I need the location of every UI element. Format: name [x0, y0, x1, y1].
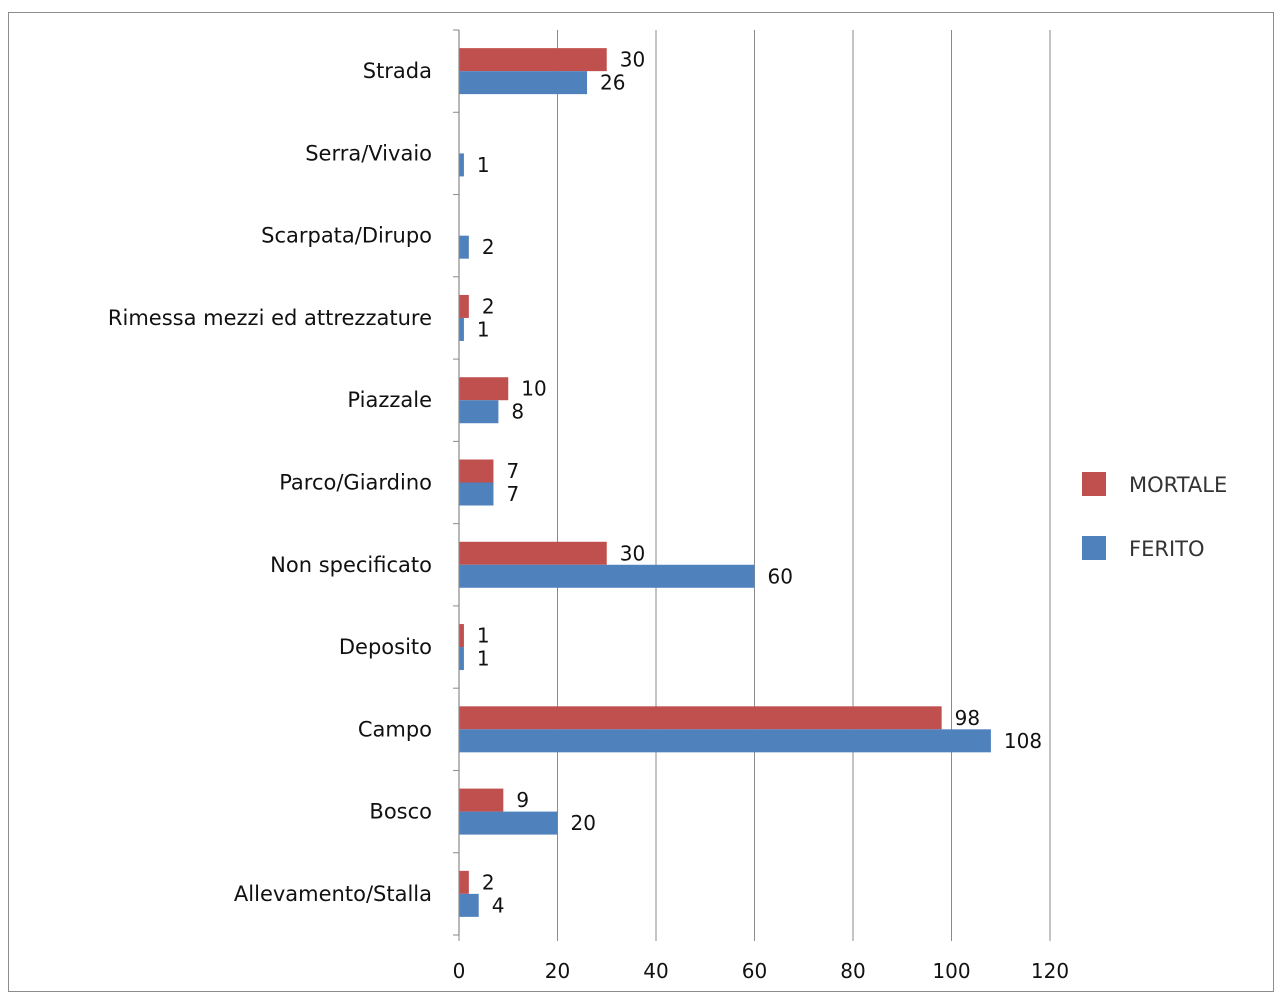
data-label: 108 — [1004, 729, 1042, 753]
data-label: 8 — [511, 400, 524, 424]
bar-mortale — [459, 706, 942, 730]
bar-mortale — [459, 624, 464, 648]
bar-mortale — [459, 294, 469, 318]
bar-ferito — [459, 482, 494, 506]
x-tick-label: 40 — [643, 959, 668, 979]
axes — [453, 29, 1051, 941]
bar-ferito — [459, 153, 464, 177]
bar-mortale — [459, 541, 607, 565]
category-label: Serra/Vivaio — [305, 141, 432, 165]
bar-ferito — [459, 729, 991, 753]
category-label: Rimessa mezzi ed attrezzature — [108, 306, 432, 330]
bar-mortale — [459, 870, 469, 894]
data-label: 9 — [516, 788, 529, 812]
legend-label-ferito: FERITO — [1129, 537, 1205, 561]
bars — [459, 48, 991, 917]
category-label: Parco/Giardino — [279, 471, 432, 495]
category-label: Deposito — [339, 635, 432, 659]
data-label: 7 — [506, 459, 519, 483]
x-tick-label: 80 — [840, 959, 865, 979]
bar-mortale — [459, 48, 607, 72]
category-label: Strada — [363, 59, 432, 83]
bar-ferito — [459, 564, 755, 588]
category-label: Allevamento/Stalla — [234, 882, 432, 906]
data-label: 1 — [477, 317, 490, 341]
x-tick-label: 120 — [1031, 959, 1069, 979]
bar-ferito — [459, 317, 464, 341]
legend-swatch-mortale — [1082, 472, 1106, 496]
x-tick-label: 100 — [932, 959, 970, 979]
bar-ferito — [459, 235, 469, 259]
gridlines — [557, 30, 1051, 935]
data-label: 20 — [571, 811, 596, 835]
bar-ferito — [459, 400, 499, 424]
chart-frame — [8, 12, 1274, 992]
category-label: Non specificato — [270, 553, 432, 577]
category-label: Scarpata/Dirupo — [261, 224, 432, 248]
data-label: 10 — [521, 377, 546, 401]
x-tick-label: 0 — [453, 959, 466, 979]
legend: MORTALE FERITO — [1082, 472, 1227, 561]
bar-ferito — [459, 893, 479, 917]
bar-mortale — [459, 377, 509, 401]
legend-label-mortale: MORTALE — [1129, 473, 1227, 497]
data-label: 4 — [492, 893, 505, 917]
data-label: 60 — [768, 564, 793, 588]
data-label: 7 — [506, 482, 519, 506]
data-label: 2 — [482, 294, 495, 318]
bar-mortale — [459, 459, 494, 483]
data-label: 30 — [620, 48, 645, 72]
data-label: 30 — [620, 541, 645, 565]
bar-ferito — [459, 811, 558, 835]
category-label: Bosco — [369, 800, 432, 824]
data-label: 2 — [482, 235, 495, 259]
data-label: 1 — [477, 647, 490, 671]
bar-mortale — [459, 788, 504, 812]
data-label: 2 — [482, 870, 495, 894]
data-label: 1 — [477, 153, 490, 177]
x-tick-label: 60 — [742, 959, 767, 979]
bar-ferito — [459, 647, 464, 671]
bar-ferito — [459, 71, 588, 95]
data-label: 98 — [955, 706, 980, 730]
data-label: 1 — [477, 624, 490, 648]
category-label: Piazzale — [347, 388, 432, 412]
data-label: 26 — [600, 71, 625, 95]
x-tick-label: 20 — [545, 959, 570, 979]
legend-swatch-ferito — [1082, 536, 1106, 560]
category-label: Campo — [358, 717, 432, 741]
